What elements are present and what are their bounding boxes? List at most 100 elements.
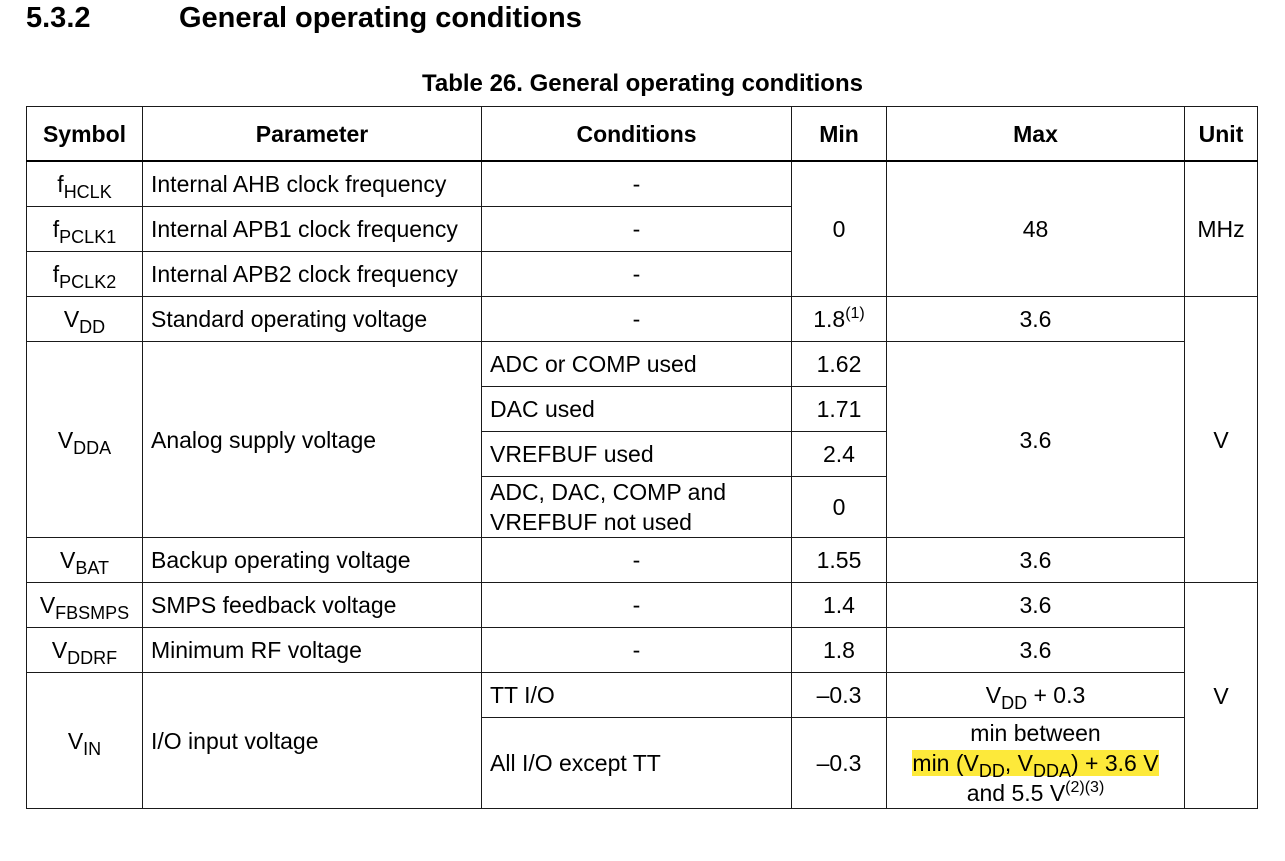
symbol-cell: fHCLK [26, 160, 143, 207]
symbol-cell: VBAT [26, 537, 143, 583]
table-row: VDD Standard operating voltage - 1.8(1) … [26, 296, 1258, 583]
symbol-base: V [57, 426, 74, 453]
highlighted-formula: min (VDD, VDDA) + 3.6 V [912, 750, 1159, 780]
header-min: Min [791, 106, 887, 162]
section-number: 5.3.2 [26, 2, 91, 34]
max-cell: 3.6 [886, 627, 1185, 673]
conditions-cell: - [481, 160, 792, 207]
min-cell: 1.8 [791, 627, 887, 673]
symbol-base: f [52, 216, 60, 242]
parameter-cell: SMPS feedback voltage [142, 582, 482, 628]
conditions-cell: - [481, 537, 792, 583]
parameter-cell: I/O input voltage [142, 672, 482, 809]
symbol-cell: VDDA [26, 341, 143, 538]
conditions-cell: - [481, 296, 792, 342]
symbol-base: V [51, 637, 68, 663]
section-title: General operating conditions [179, 2, 582, 34]
max-text: V [985, 682, 1002, 708]
footnote-ref: (1) [845, 305, 865, 322]
parameter-cell: Internal AHB clock frequency [142, 160, 482, 207]
conditions-cell: DAC used [481, 386, 792, 432]
section-heading: 5.3.2 General operating conditions [26, 0, 582, 36]
table-row: VIN I/O input voltage TT I/O –0.3 VDD + … [26, 672, 1258, 809]
symbol-base: V [63, 306, 80, 332]
max-text: min (V [912, 750, 979, 776]
header-symbol: Symbol [26, 106, 143, 162]
header-max: Max [886, 106, 1185, 162]
symbol-base: V [59, 547, 76, 573]
conditions-line: VREFBUF not used [490, 509, 692, 535]
symbol-subscript: DD [79, 317, 106, 337]
max-text: + 0.3 [1027, 682, 1086, 708]
table-row: ADC, DAC, COMP and VREFBUF not used 0 [27, 476, 1258, 538]
parameter-cell: Standard operating voltage [142, 296, 482, 342]
max-cell: 3.6 [886, 537, 1185, 583]
symbol-cell: VDDRF [26, 627, 143, 673]
max-text: min between [970, 720, 1101, 746]
symbol-subscript: BAT [75, 558, 109, 578]
table-row: VFBSMPS SMPS feedback voltage - 1.4 3.6 … [26, 582, 1258, 809]
symbol-cell: fPCLK2 [26, 251, 143, 297]
min-cell: –0.3 [791, 717, 887, 809]
symbol-base: f [52, 261, 60, 287]
symbol-cell: fPCLK1 [26, 206, 143, 252]
max-cell: 3.6 [886, 582, 1185, 628]
table-row: fPCLK2 Internal APB2 clock frequency - [26, 251, 1258, 297]
max-cell: 3.6 [886, 296, 1185, 342]
conditions-cell: ADC or COMP used [481, 341, 792, 387]
parameter-cell: Minimum RF voltage [142, 627, 482, 673]
symbol-base: f [57, 171, 64, 197]
conditions-cell: - [481, 582, 792, 628]
unit-cell: V [1184, 296, 1258, 583]
max-cell: VDD + 0.3 [886, 672, 1185, 718]
table-row: VREFBUF used 2.4 [27, 431, 1258, 477]
conditions-cell: ADC, DAC, COMP and VREFBUF not used [481, 476, 792, 538]
min-cell: 1.71 [791, 386, 887, 432]
min-cell: 0 [791, 476, 887, 538]
unit-cell: MHz [1184, 160, 1258, 297]
min-cell: –0.3 [791, 672, 887, 718]
parameter-cell: Analog supply voltage [142, 341, 482, 538]
symbol-cell: VFBSMPS [26, 582, 143, 628]
min-cell: 1.4 [791, 582, 887, 628]
min-cell: 1.8(1) [791, 296, 887, 342]
conditions-cell: - [481, 206, 792, 252]
symbol-cell: VIN [26, 672, 143, 809]
min-cell: 1.55 [791, 537, 887, 583]
min-cell: 2.4 [791, 431, 887, 477]
conditions-cell: TT I/O [481, 672, 792, 718]
max-subscript: DD [1001, 693, 1028, 713]
min-cell: 0 [791, 160, 887, 297]
table-row: VDDRF Minimum RF voltage - 1.8 3.6 [26, 627, 1258, 673]
max-cell: 3.6 [886, 341, 1185, 538]
conditions-cell: All I/O except TT [481, 717, 792, 809]
symbol-base: V [67, 727, 84, 754]
conditions-line: ADC, DAC, COMP and [490, 479, 727, 505]
min-value: 1.8 [813, 306, 846, 332]
table-row: VDDA Analog supply voltage ADC or COMP u… [26, 341, 1258, 538]
symbol-subscript: PCLK1 [59, 227, 117, 247]
symbol-base: V [39, 592, 56, 618]
symbol-subscript: IN [83, 738, 102, 759]
symbol-subscript: PCLK2 [59, 272, 117, 292]
max-text: ) + 3.6 V [1071, 750, 1159, 776]
parameter-cell: Internal APB2 clock frequency [142, 251, 482, 297]
table-row: fPCLK1 Internal APB1 clock frequency - [26, 206, 1258, 252]
max-text: and 5.5 V [966, 780, 1066, 806]
max-text: , V [1004, 750, 1033, 776]
table-row: All I/O except TT –0.3 min between min (… [27, 717, 1258, 809]
table-row: VBAT Backup operating voltage - 1.55 3.6 [26, 537, 1258, 583]
header-row: Symbol Parameter Conditions Min Max Unit [26, 106, 1258, 162]
max-subscript: DDA [1032, 761, 1071, 781]
symbol-cell: VDD [26, 296, 143, 342]
symbol-subscript: HCLK [63, 182, 112, 202]
symbol-subscript: FBSMPS [55, 603, 130, 623]
unit-cell: V [1184, 582, 1258, 809]
footnote-ref: (2)(3) [1065, 779, 1105, 796]
conditions-cell: - [481, 627, 792, 673]
header-conditions: Conditions [481, 106, 792, 162]
conditions-cell: VREFBUF used [481, 431, 792, 477]
parameter-cell: Internal APB1 clock frequency [142, 206, 482, 252]
max-cell: min between min (VDD, VDDA) + 3.6 V and … [886, 717, 1185, 809]
conditions-cell: - [481, 251, 792, 297]
